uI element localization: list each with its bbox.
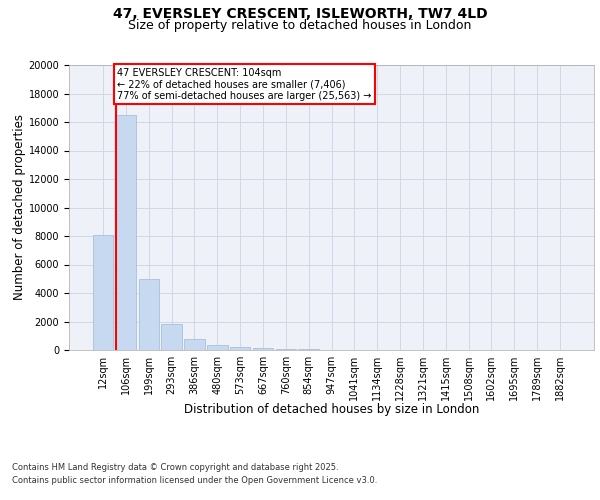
Text: Contains HM Land Registry data © Crown copyright and database right 2025.: Contains HM Land Registry data © Crown c… bbox=[12, 464, 338, 472]
Text: 47 EVERSLEY CRESCENT: 104sqm
← 22% of detached houses are smaller (7,406)
77% of: 47 EVERSLEY CRESCENT: 104sqm ← 22% of de… bbox=[117, 68, 371, 101]
Bar bbox=[207, 344, 227, 350]
Bar bbox=[93, 234, 113, 350]
Bar bbox=[184, 340, 205, 350]
Text: 47, EVERSLEY CRESCENT, ISLEWORTH, TW7 4LD: 47, EVERSLEY CRESCENT, ISLEWORTH, TW7 4L… bbox=[113, 8, 487, 22]
Text: Size of property relative to detached houses in London: Size of property relative to detached ho… bbox=[128, 18, 472, 32]
Bar bbox=[116, 115, 136, 350]
Bar bbox=[253, 348, 273, 350]
Y-axis label: Number of detached properties: Number of detached properties bbox=[13, 114, 26, 300]
Bar bbox=[161, 324, 182, 350]
Bar bbox=[275, 349, 296, 350]
Text: Contains public sector information licensed under the Open Government Licence v3: Contains public sector information licen… bbox=[12, 476, 377, 485]
Bar bbox=[230, 347, 250, 350]
X-axis label: Distribution of detached houses by size in London: Distribution of detached houses by size … bbox=[184, 403, 479, 416]
Bar bbox=[139, 279, 159, 350]
